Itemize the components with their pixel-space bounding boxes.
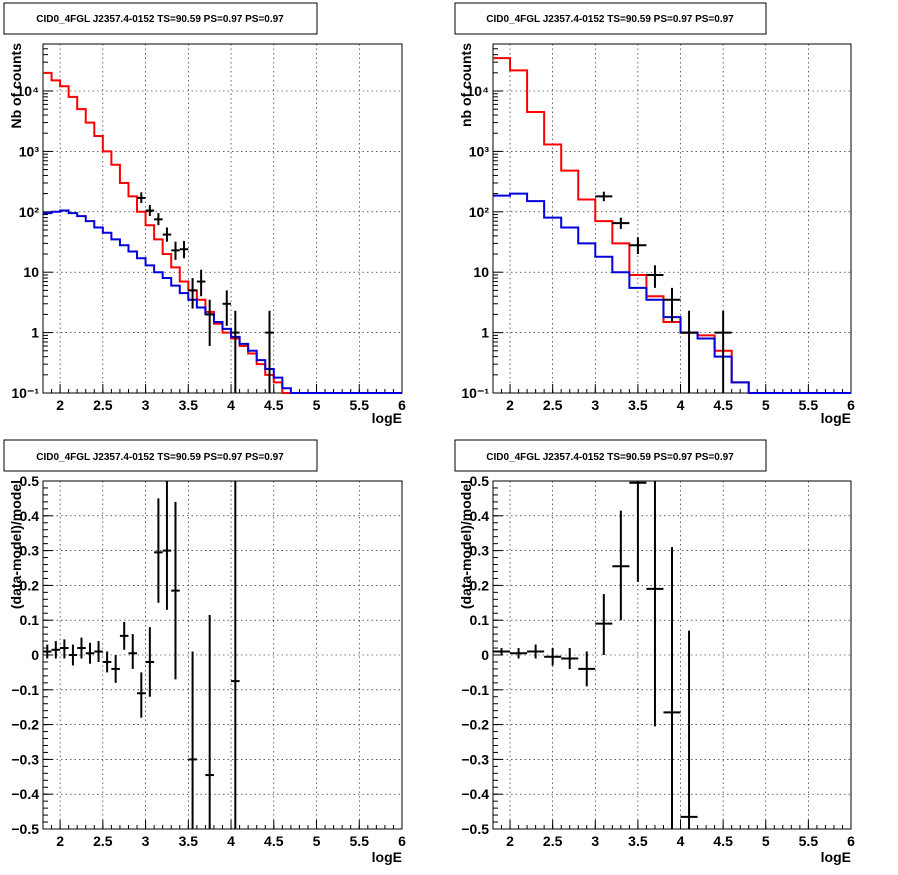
panel-title: CID0_4FGL J2357.4-0152 TS=90.59 PS=0.97 … — [486, 14, 734, 25]
y-axis-title: nb of counts — [458, 43, 474, 127]
x-tick-label: 5 — [313, 397, 321, 413]
y-tick-label: 10⁻¹ — [11, 385, 39, 401]
x-tick-label: 2.5 — [543, 397, 563, 413]
x-tick-label: 2.5 — [93, 833, 113, 849]
x-axis-title: logE — [821, 849, 851, 865]
histogram-series-line — [43, 71, 402, 394]
x-tick-label: 2 — [506, 397, 514, 413]
y-tick-label: 0.3 — [470, 543, 490, 559]
y-tick-label: 10² — [19, 204, 40, 220]
y-tick-label: 0.3 — [20, 543, 40, 559]
y-tick-label: 10⁴ — [467, 83, 490, 99]
title-box — [3, 2, 318, 35]
x-tick-label: 5.5 — [350, 397, 370, 413]
panel-bottom-right: CID0_4FGL J2357.4-0152 TS=90.59 PS=0.97 … — [454, 439, 855, 865]
y-tick-label: 1 — [481, 325, 489, 341]
panel-top-right: CID0_4FGL J2357.4-0152 TS=90.59 PS=0.97 … — [454, 2, 855, 426]
y-tick-label: −0.5 — [461, 821, 489, 837]
x-tick-label: 4 — [227, 833, 235, 849]
title-box — [454, 439, 767, 472]
y-tick-label: −0.3 — [461, 751, 489, 767]
y-tick-label: 0.2 — [20, 577, 40, 593]
x-tick-label: 4.5 — [713, 397, 733, 413]
x-tick-label: 2.5 — [93, 397, 113, 413]
x-tick-label: 3 — [142, 397, 150, 413]
x-tick-label: 4 — [677, 833, 685, 849]
histogram-series-line — [493, 192, 851, 394]
y-tick-label: 10 — [473, 264, 489, 280]
panel-title: CID0_4FGL J2357.4-0152 TS=90.59 PS=0.97 … — [486, 452, 734, 463]
y-tick-label: 10³ — [19, 143, 40, 159]
y-tick-label: 10³ — [469, 143, 490, 159]
y-tick-label: −0.1 — [11, 682, 39, 698]
x-tick-label: 4.5 — [264, 397, 284, 413]
x-tick-label: 4.5 — [264, 833, 284, 849]
y-tick-label: 0 — [31, 647, 39, 663]
title-box — [3, 439, 318, 472]
y-tick-label: 0.5 — [20, 473, 40, 489]
x-tick-label: 6 — [398, 397, 406, 413]
plot-frame — [42, 43, 403, 394]
panel-bottom-left: CID0_4FGL J2357.4-0152 TS=90.59 PS=0.97 … — [3, 439, 406, 865]
x-axis-title: logE — [821, 410, 851, 426]
y-tick-label: −0.3 — [11, 751, 39, 767]
x-axis-title: logE — [372, 410, 402, 426]
x-tick-label: 5.5 — [799, 397, 819, 413]
x-tick-label: 5 — [762, 397, 770, 413]
x-axis-title: logE — [372, 849, 402, 865]
y-tick-label: 0.4 — [20, 508, 40, 524]
y-tick-label: 0 — [481, 647, 489, 663]
x-tick-label: 5 — [313, 833, 321, 849]
y-tick-label: 10⁻¹ — [461, 385, 489, 401]
x-tick-label: 2.5 — [543, 833, 563, 849]
x-tick-label: 5.5 — [799, 833, 819, 849]
x-tick-label: 2 — [56, 833, 64, 849]
y-axis-title: (data-model)/model — [458, 480, 474, 609]
x-tick-label: 3.5 — [628, 397, 648, 413]
x-tick-label: 4 — [677, 397, 685, 413]
x-tick-label: 3.5 — [628, 833, 648, 849]
y-axis-title: (data-model)/model — [8, 480, 24, 609]
x-tick-label: 3 — [591, 397, 599, 413]
y-tick-label: −0.2 — [461, 717, 489, 733]
x-tick-label: 4.5 — [713, 833, 733, 849]
title-box — [454, 2, 767, 35]
x-tick-label: 6 — [847, 397, 855, 413]
y-tick-label: −0.2 — [11, 717, 39, 733]
y-tick-label: 1 — [31, 325, 39, 341]
x-tick-label: 3.5 — [179, 397, 199, 413]
x-tick-label: 3.5 — [179, 833, 199, 849]
x-tick-label: 6 — [398, 833, 406, 849]
plot-frame — [42, 480, 403, 830]
panel-title: CID0_4FGL J2357.4-0152 TS=90.59 PS=0.97 … — [36, 452, 284, 463]
x-tick-label: 6 — [847, 833, 855, 849]
x-tick-label: 2 — [506, 833, 514, 849]
y-tick-label: 10 — [23, 264, 39, 280]
panel-top-left: CID0_4FGL J2357.4-0152 TS=90.59 PS=0.97 … — [3, 2, 406, 426]
y-tick-label: −0.5 — [11, 821, 39, 837]
y-tick-label: 10⁴ — [17, 83, 40, 99]
x-tick-label: 4 — [227, 397, 235, 413]
x-tick-label: 3 — [142, 833, 150, 849]
x-tick-label: 5 — [762, 833, 770, 849]
x-tick-label: 3 — [591, 833, 599, 849]
y-axis-title: Nb of counts — [8, 43, 24, 129]
y-tick-label: 0.2 — [470, 577, 490, 593]
x-tick-label: 2 — [56, 397, 64, 413]
x-tick-label: 5.5 — [350, 833, 370, 849]
y-tick-label: 0.4 — [470, 508, 490, 524]
y-tick-label: 0.1 — [470, 612, 490, 628]
y-tick-label: −0.4 — [11, 786, 39, 802]
y-tick-label: 10² — [469, 204, 490, 220]
y-tick-label: 0.1 — [20, 612, 40, 628]
y-tick-label: −0.4 — [461, 786, 489, 802]
histogram-series-line — [493, 57, 851, 394]
y-tick-label: −0.1 — [461, 682, 489, 698]
plot-frame — [492, 43, 852, 394]
y-tick-label: 0.5 — [470, 473, 490, 489]
panel-title: CID0_4FGL J2357.4-0152 TS=90.59 PS=0.97 … — [36, 14, 284, 25]
histogram-series-line — [43, 209, 402, 394]
